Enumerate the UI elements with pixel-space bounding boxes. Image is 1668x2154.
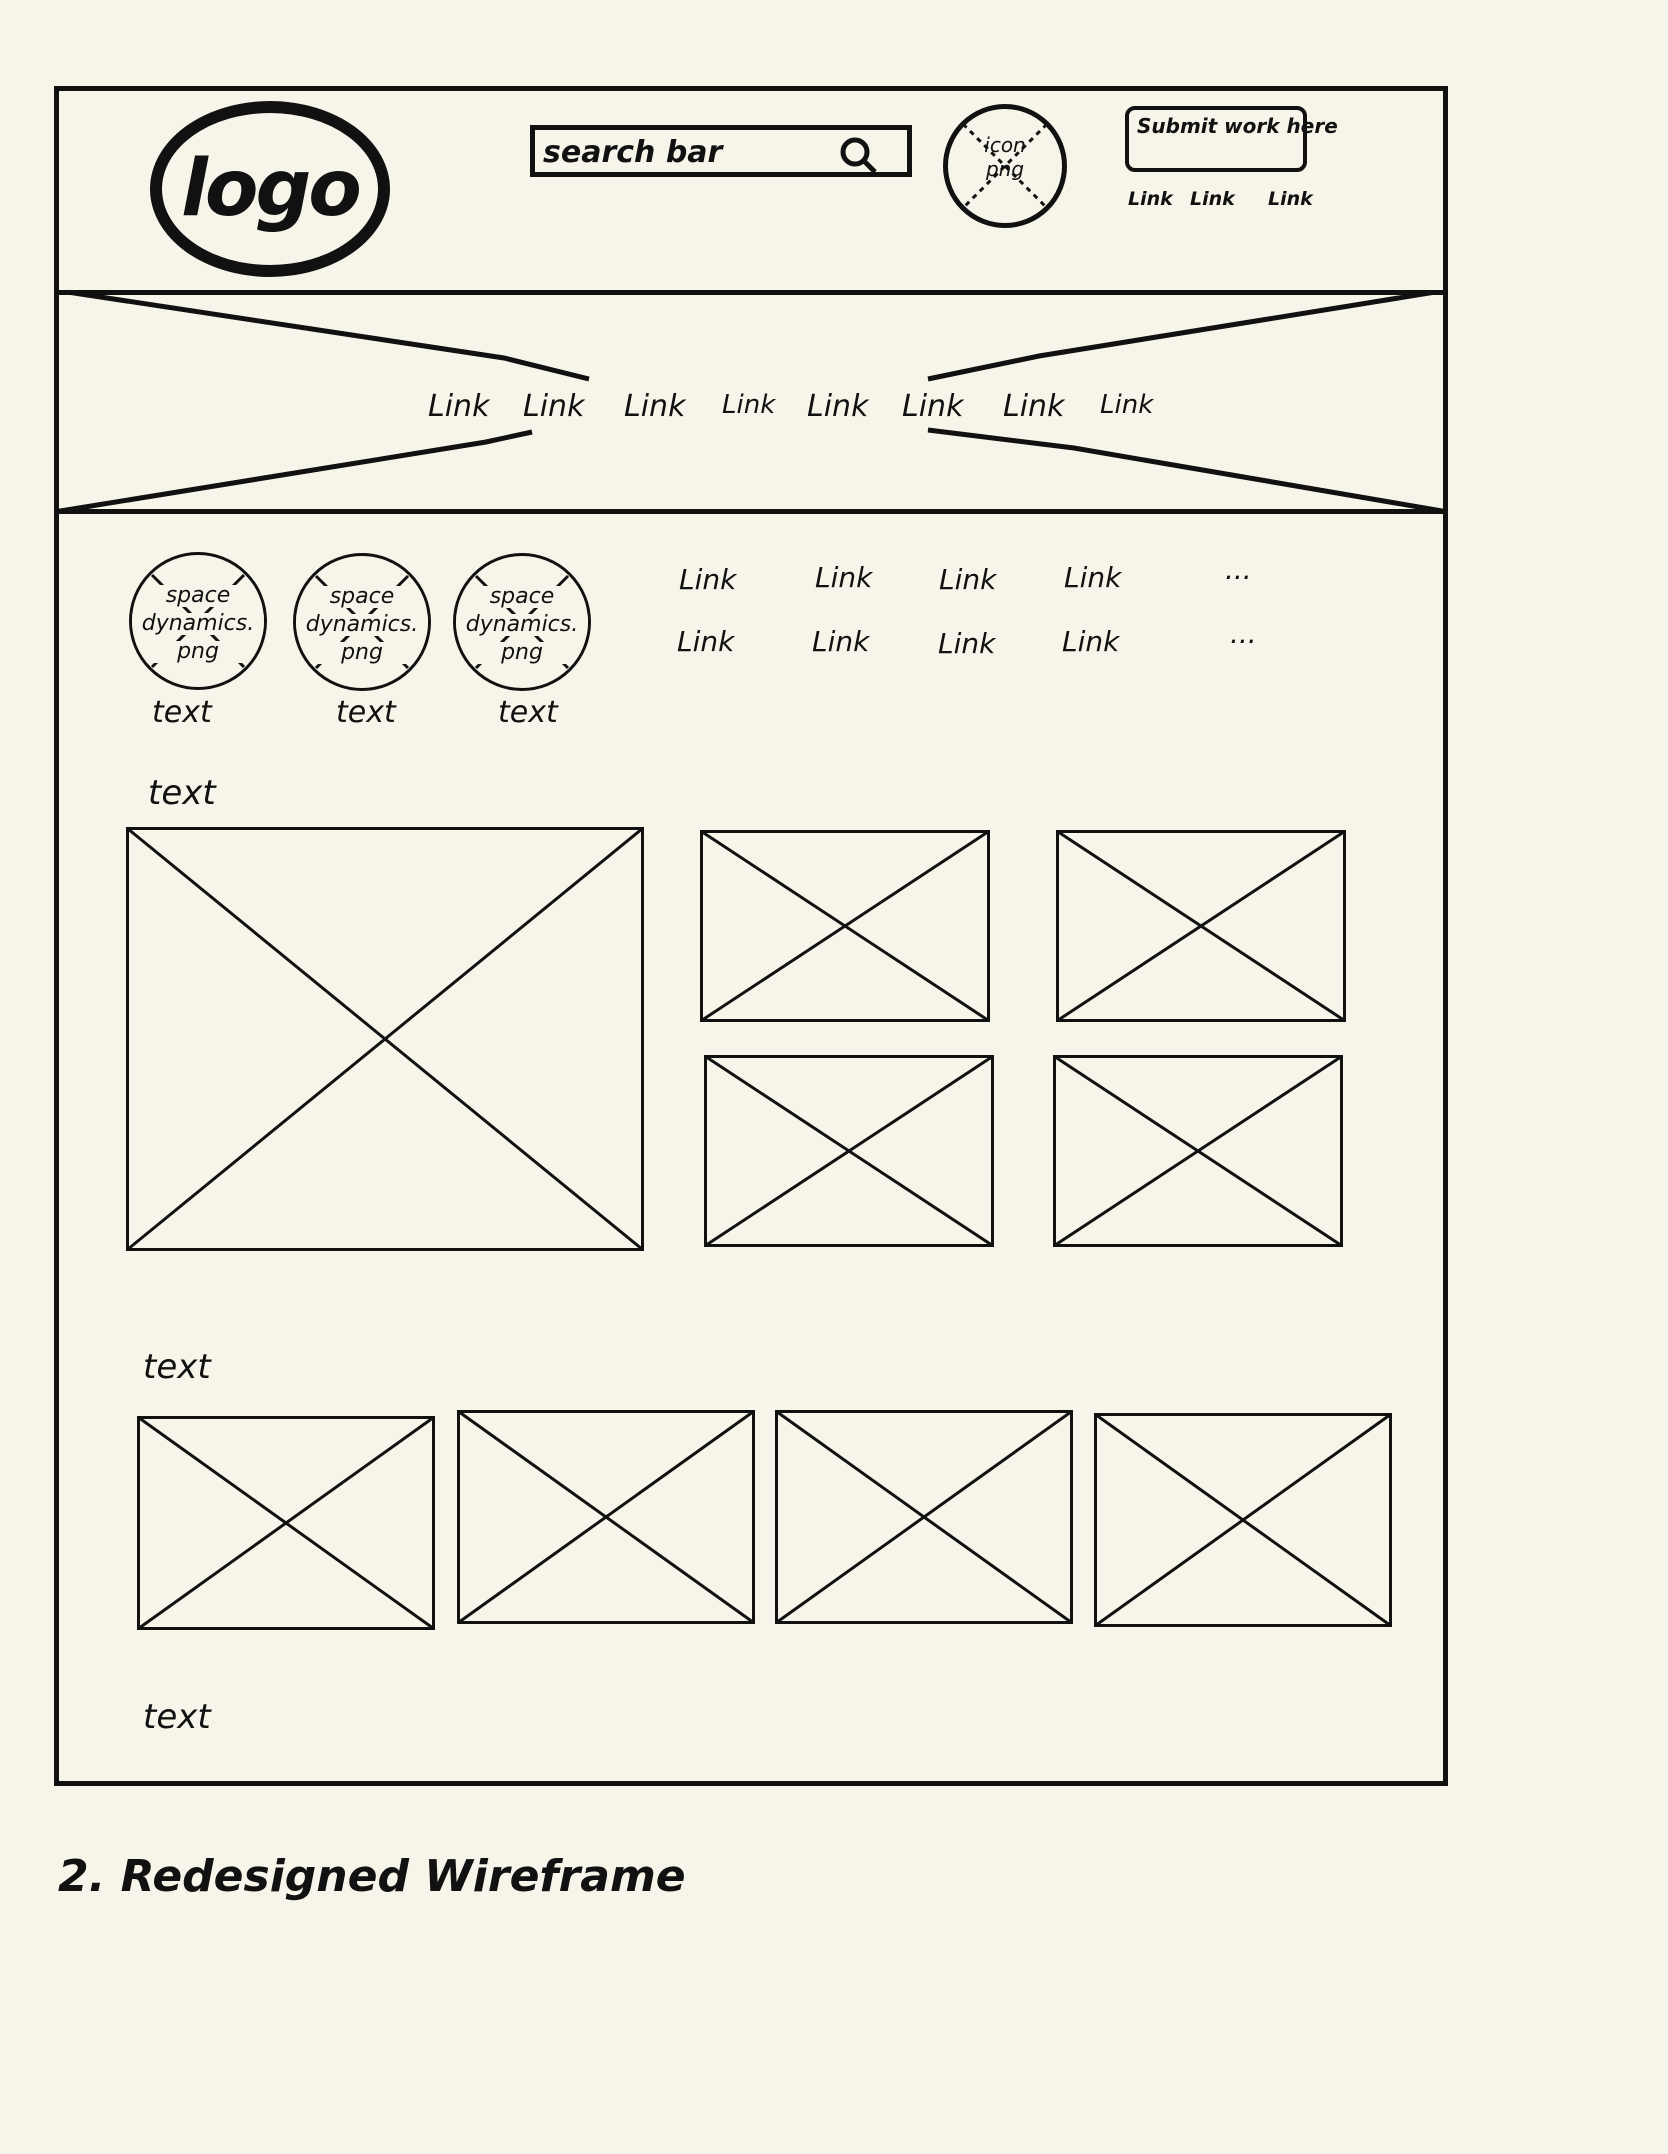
nav-link[interactable]: Link bbox=[722, 390, 776, 420]
logo[interactable]: logo bbox=[150, 101, 390, 277]
more-link[interactable]: ... bbox=[1230, 617, 1257, 650]
nav-link[interactable]: Link bbox=[428, 389, 490, 424]
category-label: png bbox=[132, 641, 264, 663]
nav-link[interactable]: Link bbox=[1100, 390, 1154, 420]
header-link[interactable]: Link bbox=[1128, 188, 1173, 210]
logo-text: logo bbox=[181, 144, 362, 234]
image-placeholder[interactable] bbox=[704, 1055, 994, 1247]
search-bar[interactable]: search bar bbox=[530, 125, 912, 177]
header-divider bbox=[54, 290, 1448, 295]
section-heading: text bbox=[143, 1697, 211, 1737]
nav-link[interactable]: Link bbox=[523, 389, 585, 424]
nav-link[interactable]: Link bbox=[902, 389, 964, 424]
nav-link[interactable]: Link bbox=[1003, 389, 1065, 424]
image-placeholder[interactable] bbox=[1053, 1055, 1343, 1247]
category-space-dynamics-icon[interactable]: space dynamics. png bbox=[129, 552, 267, 690]
category-label: space bbox=[296, 586, 428, 608]
category-label: dynamics. bbox=[132, 613, 264, 635]
banner-placeholder-lines bbox=[54, 290, 1448, 512]
section-heading: text bbox=[148, 773, 216, 813]
banner-divider bbox=[54, 509, 1448, 514]
category-label: dynamics. bbox=[296, 614, 428, 636]
image-placeholder[interactable] bbox=[137, 1416, 435, 1630]
submit-work-label: Submit work here bbox=[1137, 114, 1338, 138]
category-link[interactable]: Link bbox=[938, 627, 996, 660]
nav-link[interactable]: Link bbox=[624, 389, 686, 424]
category-link[interactable]: Link bbox=[939, 563, 997, 596]
category-link[interactable]: Link bbox=[679, 563, 737, 596]
profile-icon[interactable]: icon png bbox=[943, 104, 1067, 228]
featured-image-placeholder[interactable] bbox=[126, 827, 644, 1251]
category-caption: text bbox=[336, 695, 396, 730]
image-placeholder[interactable] bbox=[700, 830, 990, 1022]
header-link[interactable]: Link bbox=[1268, 188, 1313, 210]
submit-work-button[interactable]: Submit work here bbox=[1125, 106, 1338, 172]
category-label: space bbox=[456, 586, 588, 608]
header-link[interactable]: Link bbox=[1190, 188, 1235, 210]
category-link[interactable]: Link bbox=[812, 625, 870, 658]
image-placeholder[interactable] bbox=[1094, 1413, 1392, 1627]
wireframe-frame bbox=[54, 86, 1448, 1786]
category-link[interactable]: Link bbox=[1064, 561, 1122, 594]
category-space-dynamics-icon[interactable]: space dynamics. png bbox=[453, 553, 591, 691]
category-space-dynamics-icon[interactable]: space dynamics. png bbox=[293, 553, 431, 691]
image-placeholder[interactable] bbox=[775, 1410, 1073, 1624]
nav-link[interactable]: Link bbox=[807, 389, 869, 424]
diagram-caption: 2. Redesigned Wireframe bbox=[58, 1851, 686, 1902]
icon-label: icon bbox=[984, 133, 1026, 157]
category-link[interactable]: Link bbox=[1062, 625, 1120, 658]
category-label: space bbox=[132, 585, 264, 607]
section-heading: text bbox=[143, 1347, 211, 1387]
search-placeholder: search bar bbox=[543, 135, 723, 170]
icon-label: png bbox=[985, 157, 1025, 181]
search-icon[interactable] bbox=[839, 136, 879, 176]
more-link[interactable]: ... bbox=[1225, 553, 1252, 586]
category-caption: text bbox=[152, 695, 212, 730]
category-label: dynamics. bbox=[456, 614, 588, 636]
category-link[interactable]: Link bbox=[677, 625, 735, 658]
category-link[interactable]: Link bbox=[815, 561, 873, 594]
image-placeholder[interactable] bbox=[1056, 830, 1346, 1022]
image-placeholder[interactable] bbox=[457, 1410, 755, 1624]
category-caption: text bbox=[498, 695, 558, 730]
category-label: png bbox=[296, 642, 428, 664]
category-label: png bbox=[456, 642, 588, 664]
